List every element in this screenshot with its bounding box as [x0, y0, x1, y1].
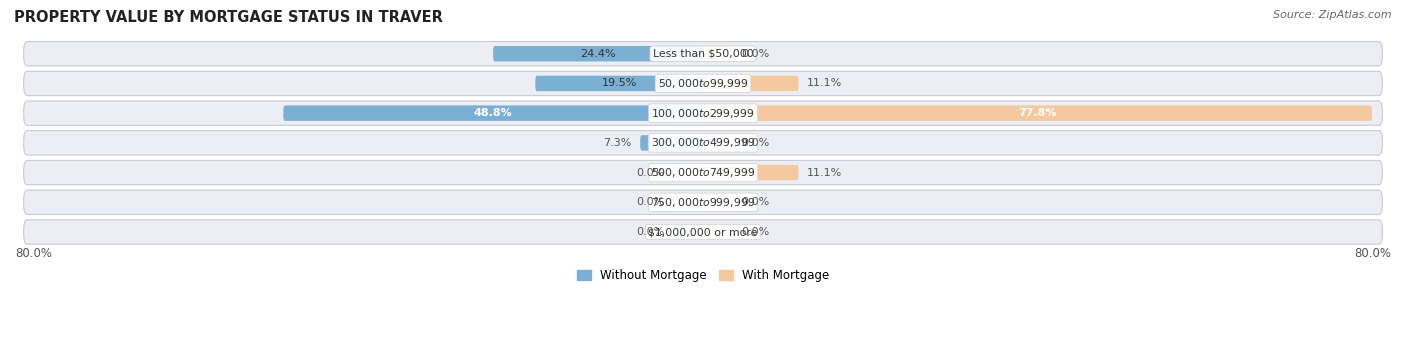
FancyBboxPatch shape: [24, 220, 1382, 244]
Text: 77.8%: 77.8%: [1018, 108, 1057, 118]
FancyBboxPatch shape: [536, 76, 703, 91]
Text: 0.0%: 0.0%: [742, 49, 770, 59]
Text: 80.0%: 80.0%: [1354, 247, 1391, 260]
Text: 11.1%: 11.1%: [807, 78, 842, 88]
Text: 0.0%: 0.0%: [742, 197, 770, 207]
Text: Source: ZipAtlas.com: Source: ZipAtlas.com: [1274, 10, 1392, 20]
FancyBboxPatch shape: [24, 101, 1382, 125]
Text: 19.5%: 19.5%: [602, 78, 637, 88]
FancyBboxPatch shape: [24, 42, 1382, 66]
FancyBboxPatch shape: [24, 190, 1382, 214]
Text: 11.1%: 11.1%: [807, 167, 842, 178]
Text: 7.3%: 7.3%: [603, 138, 631, 148]
Text: 0.0%: 0.0%: [636, 167, 664, 178]
FancyBboxPatch shape: [703, 165, 799, 180]
FancyBboxPatch shape: [703, 46, 733, 61]
FancyBboxPatch shape: [703, 195, 733, 210]
Text: 0.0%: 0.0%: [636, 227, 664, 237]
Text: 0.0%: 0.0%: [742, 227, 770, 237]
Text: 0.0%: 0.0%: [742, 138, 770, 148]
Text: 0.0%: 0.0%: [636, 197, 664, 207]
FancyBboxPatch shape: [673, 195, 703, 210]
FancyBboxPatch shape: [673, 165, 703, 180]
Text: 48.8%: 48.8%: [474, 108, 513, 118]
Text: $50,000 to $99,999: $50,000 to $99,999: [658, 77, 748, 90]
FancyBboxPatch shape: [24, 71, 1382, 95]
FancyBboxPatch shape: [703, 76, 799, 91]
FancyBboxPatch shape: [703, 135, 733, 151]
Text: $100,000 to $299,999: $100,000 to $299,999: [651, 107, 755, 120]
FancyBboxPatch shape: [703, 224, 733, 240]
Text: PROPERTY VALUE BY MORTGAGE STATUS IN TRAVER: PROPERTY VALUE BY MORTGAGE STATUS IN TRA…: [14, 10, 443, 25]
Text: $750,000 to $999,999: $750,000 to $999,999: [651, 196, 755, 209]
FancyBboxPatch shape: [24, 160, 1382, 185]
Text: Less than $50,000: Less than $50,000: [652, 49, 754, 59]
FancyBboxPatch shape: [640, 135, 703, 151]
Text: $300,000 to $499,999: $300,000 to $499,999: [651, 136, 755, 149]
Text: 80.0%: 80.0%: [15, 247, 52, 260]
FancyBboxPatch shape: [494, 46, 703, 61]
FancyBboxPatch shape: [24, 131, 1382, 155]
FancyBboxPatch shape: [673, 224, 703, 240]
Text: $1,000,000 or more: $1,000,000 or more: [648, 227, 758, 237]
FancyBboxPatch shape: [284, 105, 703, 121]
Text: 24.4%: 24.4%: [581, 49, 616, 59]
Text: $500,000 to $749,999: $500,000 to $749,999: [651, 166, 755, 179]
Legend: Without Mortgage, With Mortgage: Without Mortgage, With Mortgage: [572, 264, 834, 287]
FancyBboxPatch shape: [703, 105, 1372, 121]
